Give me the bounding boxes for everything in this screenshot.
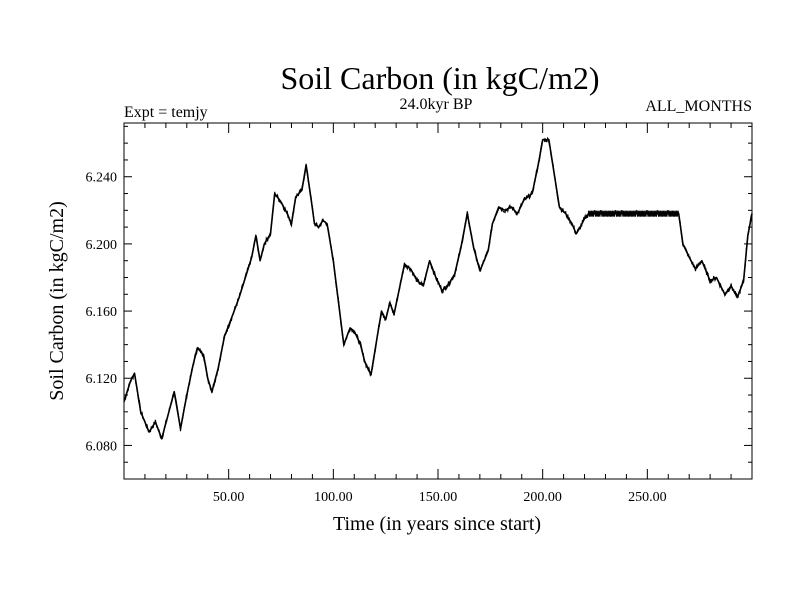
axis-ticks: 50.00 100.00 150.00 200.00 250.00 6.080 6.120 6… <box>86 123 752 505</box>
plot-frame <box>123 122 753 480</box>
x-tick-label: 100.00 <box>314 490 353 505</box>
chart-title: Soil Carbon (in kgC/m2) <box>280 60 599 96</box>
y-axis-label: Soil Carbon (in kgC/m2) <box>46 201 68 400</box>
x-tick-label: 200.00 <box>523 490 562 505</box>
x-tick-label: 50.00 <box>213 490 245 505</box>
period-label: 24.0kyr BP <box>400 96 473 113</box>
y-tick-label: 6.200 <box>86 238 118 253</box>
x-tick-label: 150.00 <box>419 490 458 505</box>
experiment-label: Expt = temjy <box>124 104 208 121</box>
x-axis-label: Time (in years since start) <box>333 513 541 535</box>
y-tick-label: 6.240 <box>86 171 118 186</box>
x-tick-label: 250.00 <box>628 490 667 505</box>
series-line-detail <box>123 136 753 440</box>
months-label: ALL_MONTHS <box>645 98 752 115</box>
y-tick-label: 6.080 <box>86 439 118 454</box>
y-tick-label: 6.120 <box>86 372 118 387</box>
y-tick-label: 6.160 <box>86 305 118 320</box>
data-series <box>123 136 753 440</box>
